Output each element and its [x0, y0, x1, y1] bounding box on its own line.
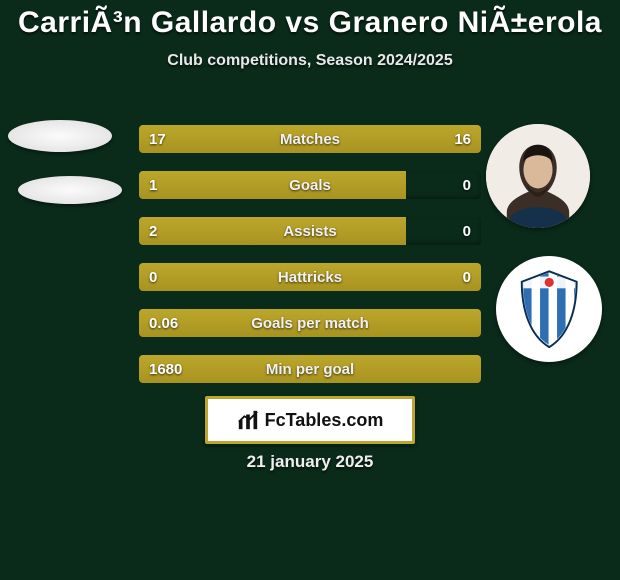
stat-label: Min per goal [139, 355, 481, 383]
stat-label: Assists [139, 217, 481, 245]
stat-label: Goals per match [139, 309, 481, 337]
brand-logo-icon [237, 409, 259, 431]
left-club-avatar [18, 176, 122, 204]
stat-row: 1716Matches [139, 125, 481, 153]
left-player-avatar [8, 120, 112, 152]
page-title: CarriÃ³n Gallardo vs Granero NiÃ±erola [0, 0, 620, 40]
stat-row: 1680Min per goal [139, 355, 481, 383]
page-subtitle: Club competitions, Season 2024/2025 [0, 52, 620, 70]
right-club-crest [496, 256, 602, 362]
stat-row: 0.06Goals per match [139, 309, 481, 337]
stat-label: Hattricks [139, 263, 481, 291]
stat-label: Goals [139, 171, 481, 199]
club-crest-icon [510, 270, 588, 348]
stat-row: 00Hattricks [139, 263, 481, 291]
stat-row: 20Assists [139, 217, 481, 245]
stat-label: Matches [139, 125, 481, 153]
brand-text: FcTables.com [265, 410, 384, 431]
footer-date: 21 january 2025 [0, 452, 620, 472]
player-portrait-icon [486, 124, 590, 228]
stat-row: 10Goals [139, 171, 481, 199]
right-player-avatar [486, 124, 590, 228]
stat-rows: 1716Matches 10Goals 20Assists 00Hattricks 0.… [139, 125, 481, 401]
brand-box[interactable]: FcTables.com [205, 396, 415, 444]
